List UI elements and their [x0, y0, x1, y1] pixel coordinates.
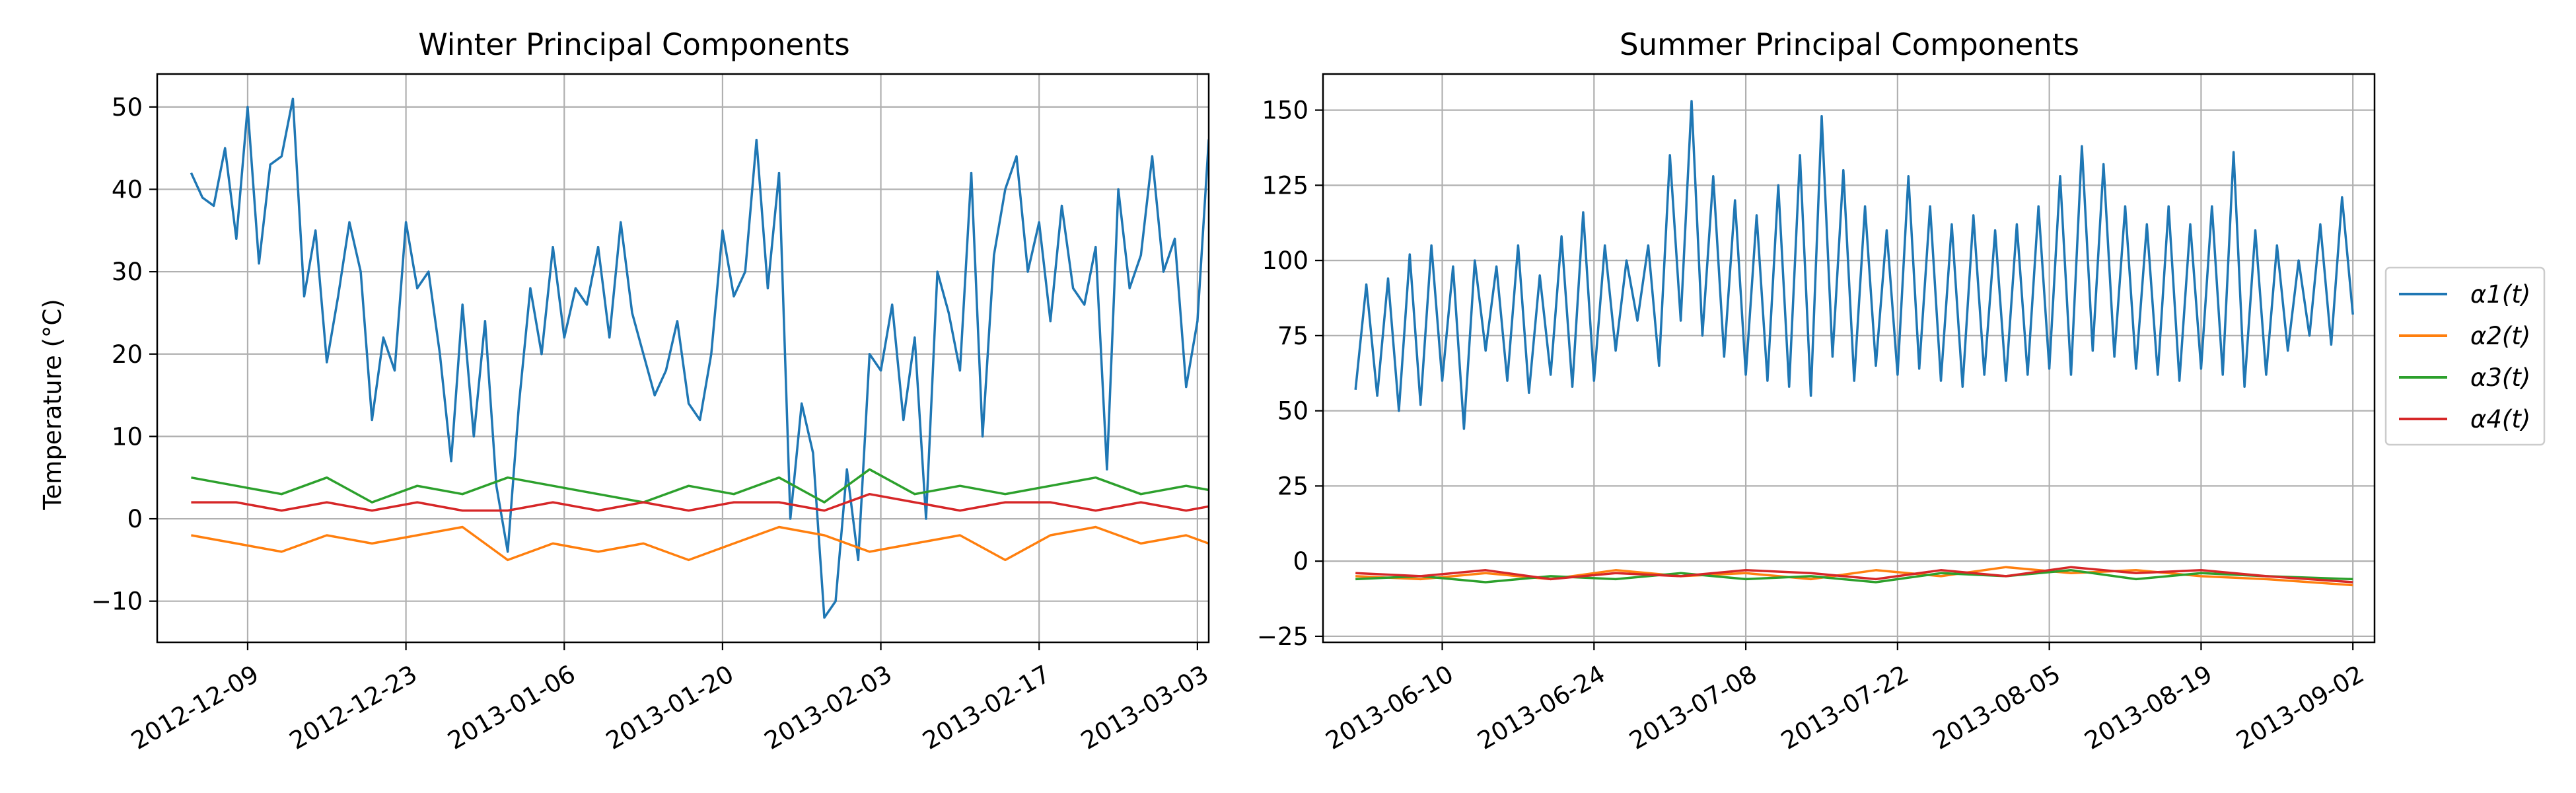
- summer-ytick-label: 100: [1262, 246, 1308, 275]
- summer-series-line-alpha-4: [1355, 566, 2353, 584]
- winter-series: [190, 97, 1209, 619]
- winter-ytick-label: 30: [112, 258, 143, 286]
- winter-series-line-alpha-1: [190, 97, 1209, 619]
- winter-ytick-label: 50: [112, 93, 143, 122]
- summer-ytick-label: 0: [1293, 547, 1308, 576]
- legend-label-1: α1(t): [2470, 280, 2530, 309]
- legend: α1(t) α2(t) α3(t) α4(t): [2384, 266, 2546, 446]
- winter-series-line-alpha-4: [191, 492, 1209, 512]
- summer-series: [1354, 100, 2354, 587]
- summer-ytick-label: 25: [1277, 472, 1308, 500]
- summer-series-line-alpha-2: [1355, 566, 2353, 587]
- summer-ytick-label: 50: [1277, 397, 1308, 426]
- winter-series-line-alpha-3: [191, 468, 1209, 504]
- winter-chart-title: Winter Principal Components: [418, 27, 849, 62]
- legend-label-3: α3(t): [2470, 363, 2530, 392]
- winter-ytick-label: 0: [127, 505, 143, 533]
- summer-chart-title: Summer Principal Components: [1620, 27, 2079, 62]
- legend-label-4: α4(t): [2470, 405, 2530, 434]
- legend-label-2: α2(t): [2470, 322, 2530, 350]
- legend-items: α1(t) α2(t) α3(t) α4(t): [2399, 280, 2530, 434]
- winter-series-line-alpha-2: [191, 525, 1209, 562]
- summer-ytick-label: 75: [1277, 322, 1308, 350]
- winter-ytick-label: 20: [112, 340, 143, 369]
- winter-y-axis-label: Temperature (°C): [38, 299, 67, 510]
- summer-grid: [1323, 74, 2375, 642]
- winter-ytick-label: −10: [91, 587, 143, 616]
- winter-plot-frame: [156, 73, 1210, 644]
- legend-box: [2384, 266, 2546, 446]
- summer-series-line-alpha-3: [1355, 569, 2353, 584]
- summer-plot-frame: [1322, 73, 2376, 644]
- winter-ytick-label: 40: [112, 175, 143, 204]
- summer-ytick-label: 125: [1262, 171, 1308, 200]
- summer-series-line-alpha-1: [1354, 100, 2354, 430]
- summer-ytick-label: −25: [1257, 623, 1308, 651]
- winter-ytick-label: 10: [112, 422, 143, 451]
- summer-ytick-label: 150: [1262, 96, 1308, 125]
